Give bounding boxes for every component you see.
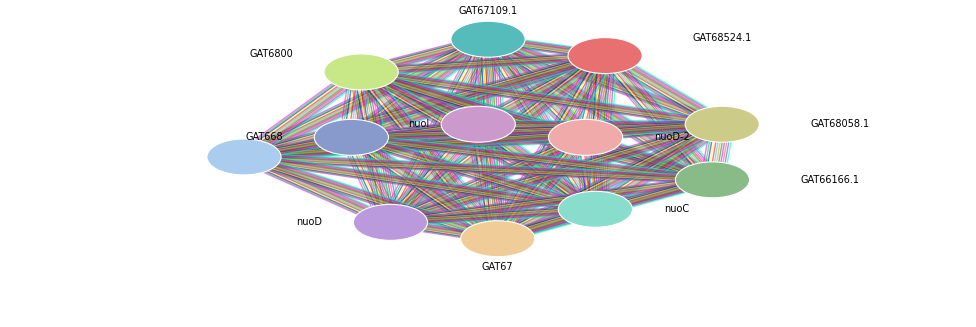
Ellipse shape <box>685 106 759 142</box>
Ellipse shape <box>461 221 535 257</box>
Text: GAT66166.1: GAT66166.1 <box>800 175 859 185</box>
Text: nuoI: nuoI <box>408 119 429 129</box>
Ellipse shape <box>558 191 632 227</box>
Text: GAT6800: GAT6800 <box>249 49 293 59</box>
Text: nuoD: nuoD <box>296 217 322 227</box>
Ellipse shape <box>549 119 623 155</box>
Ellipse shape <box>324 54 398 90</box>
Ellipse shape <box>353 204 427 240</box>
Text: nuoD-2: nuoD-2 <box>654 132 690 142</box>
Text: GAT67: GAT67 <box>482 262 513 272</box>
Ellipse shape <box>314 119 388 155</box>
Ellipse shape <box>568 38 642 74</box>
Text: GAT67109.1: GAT67109.1 <box>459 6 517 16</box>
Text: nuoC: nuoC <box>664 204 689 214</box>
Text: GAT668: GAT668 <box>245 132 283 142</box>
Ellipse shape <box>441 106 515 142</box>
Text: GAT68058.1: GAT68058.1 <box>810 119 870 129</box>
Ellipse shape <box>451 21 525 57</box>
Ellipse shape <box>207 139 281 175</box>
Text: GAT68524.1: GAT68524.1 <box>693 32 752 43</box>
Ellipse shape <box>675 162 750 198</box>
